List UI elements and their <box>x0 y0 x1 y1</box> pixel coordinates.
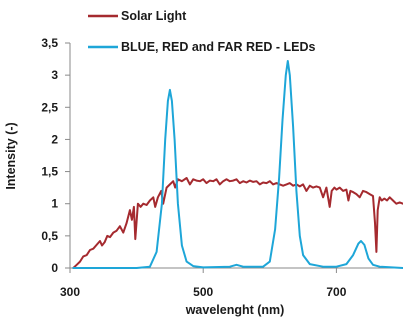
legend: Solar Light BLUE, RED and FAR RED - LEDs <box>88 9 316 54</box>
x-tick-label: 700 <box>326 285 346 299</box>
legend-label-leds: BLUE, RED and FAR RED - LEDs <box>121 40 316 54</box>
y-tick-label: 2 <box>51 132 58 146</box>
legend-label-solar-light: Solar Light <box>121 9 187 23</box>
y-tick-label: 0,5 <box>41 229 58 243</box>
plot-series <box>72 60 403 269</box>
series-line-leds <box>72 60 403 269</box>
axes <box>69 43 403 269</box>
y-tick-label: 2,5 <box>41 100 58 114</box>
series-line-solar-light <box>72 177 403 269</box>
x-tick-label: 500 <box>193 285 213 299</box>
y-tick-label: 3 <box>51 68 58 82</box>
y-tick-label: 1 <box>51 197 58 211</box>
ticks: 0 0,5 1 1,5 2 2,5 3 3,5 300 500 700 <box>41 36 346 299</box>
y-tick-label: 0 <box>51 261 58 275</box>
y-axis-label: Intensity (-) <box>4 122 18 189</box>
x-tick-label: 300 <box>60 285 80 299</box>
x-axis-label: wavelenght (nm) <box>185 303 285 317</box>
y-tick-label: 1,5 <box>41 165 58 179</box>
y-tick-label: 3,5 <box>41 36 58 50</box>
